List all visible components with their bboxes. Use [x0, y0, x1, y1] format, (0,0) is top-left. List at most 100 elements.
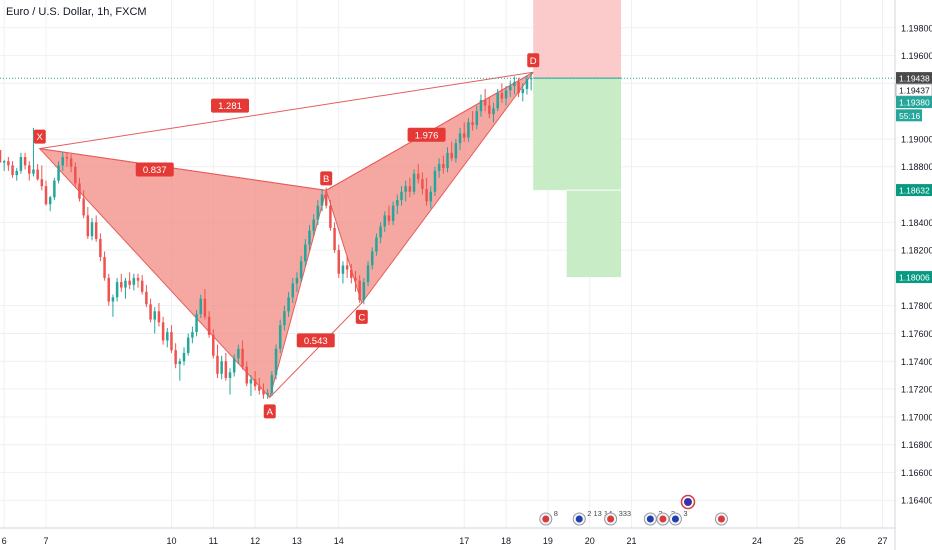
- price-tag-label: 1.19437: [899, 86, 930, 96]
- x-tick-label: 17: [459, 536, 469, 546]
- candle-body: [337, 250, 341, 274]
- economic-events[interactable]: 82 13 14333333: [539, 494, 728, 526]
- candle-body: [161, 322, 165, 341]
- candle-body: [354, 277, 357, 281]
- time-axis[interactable]: 6 7 10 11 12 13 14 17 18 19 20 21 24 25 26 27: [0, 527, 895, 546]
- candle-body: [429, 191, 433, 202]
- candle-body: [132, 277, 136, 285]
- x-tick-label: 13: [292, 536, 302, 546]
- point-label-bg: [355, 309, 368, 324]
- candle-body: [496, 93, 499, 109]
- candle-body: [404, 186, 407, 192]
- x-tick-label: 20: [585, 536, 595, 546]
- candle-body: [412, 173, 416, 192]
- candle-body: [450, 152, 453, 159]
- candle-body: [454, 143, 458, 159]
- candle-body: [295, 277, 299, 284]
- symbol-title[interactable]: Euro / U.S. Dollar, 1h, FXCM: [6, 6, 147, 18]
- ratio-label-bg: [296, 333, 335, 348]
- candle-body: [36, 169, 39, 180]
- price-tag-bg: [896, 96, 932, 109]
- candle-body: [283, 311, 286, 326]
- price-axis[interactable]: 1.198001.196001.194001.190001.188001.184…: [894, 0, 932, 550]
- event-count: 3: [683, 509, 687, 518]
- candle-body: [153, 311, 156, 320]
- ratio-label: 1.281: [218, 101, 242, 112]
- x-tick-label: 24: [752, 536, 762, 546]
- candle-body: [0, 150, 2, 163]
- x-tick-label: 12: [250, 536, 260, 546]
- candle-body: [329, 205, 332, 228]
- y-tick-label: 1.17200: [901, 385, 932, 395]
- ratio-label-bg: [135, 162, 174, 177]
- candle-body: [508, 86, 512, 91]
- candle-body: [40, 179, 44, 187]
- x-tick-label: 27: [877, 536, 887, 546]
- y-tick-label: 1.17400: [901, 357, 932, 367]
- take-profit-zone-2: [566, 190, 622, 278]
- pattern-labels: 1.281 0.837 1.976 0.543 X A B C D: [33, 53, 540, 419]
- candle-body: [86, 215, 90, 237]
- x-tick-label: 6: [2, 536, 7, 546]
- candle-body: [216, 355, 219, 374]
- candle-body: [191, 332, 194, 338]
- candle-body: [396, 200, 399, 206]
- candle-body: [462, 133, 466, 138]
- x-tick-label: 25: [794, 536, 804, 546]
- event-flag-dot: [646, 515, 654, 523]
- event-count: 2 13 14: [587, 509, 612, 518]
- candle-body: [391, 205, 395, 221]
- price-tag-label: 55:16: [899, 111, 921, 121]
- candle-body: [65, 157, 69, 159]
- candle-body: [115, 282, 119, 298]
- point-label-bg: [320, 171, 333, 186]
- event-count: 8: [554, 509, 558, 518]
- candle-body: [220, 361, 223, 374]
- candle-body: [90, 222, 94, 237]
- ratio-label-bg: [211, 98, 250, 113]
- candle-body: [471, 122, 474, 126]
- candle-body: [504, 90, 508, 99]
- candle-body: [140, 280, 144, 292]
- candle-body: [224, 361, 228, 378]
- point-label-x: X: [37, 132, 44, 143]
- event-pinned-dot: [683, 498, 692, 506]
- candle-body: [324, 194, 328, 206]
- y-tick-label: 1.18400: [901, 218, 932, 228]
- candle-body: [74, 166, 77, 184]
- y-tick-label: 1.16600: [901, 468, 932, 478]
- harmonic-pattern: [38, 71, 534, 399]
- candle-body: [312, 219, 315, 231]
- candle-body: [467, 122, 470, 138]
- candle-body: [492, 108, 495, 114]
- candle-body: [299, 261, 303, 278]
- point-label-d: D: [530, 56, 537, 67]
- candle-body: [479, 100, 483, 112]
- candle-body: [78, 183, 81, 199]
- candle-body: [157, 311, 161, 323]
- candle-body: [57, 165, 60, 181]
- y-tick-label: 1.19600: [901, 51, 932, 61]
- candle-body: [387, 215, 391, 221]
- candle-body: [517, 81, 520, 94]
- candle-body: [44, 186, 48, 205]
- candle-body: [333, 227, 336, 251]
- event-flag-dot: [607, 515, 615, 523]
- candle-body: [232, 358, 236, 373]
- pattern-leg-xd: [39, 71, 534, 150]
- candle-body: [182, 352, 186, 362]
- y-tick-label: 1.19800: [901, 23, 932, 33]
- x-tick-label: 10: [166, 536, 176, 546]
- point-label-bg: [33, 129, 46, 144]
- candle-body: [437, 163, 441, 171]
- candle-body: [270, 375, 274, 394]
- candle-body: [421, 179, 424, 189]
- candle-body: [362, 282, 366, 301]
- point-label-bg: [263, 404, 276, 419]
- x-tick-label: 19: [543, 536, 553, 546]
- y-tick-label: 1.18200: [901, 246, 932, 256]
- candle-body: [458, 133, 462, 144]
- candle-body: [28, 165, 31, 174]
- candle-body: [366, 265, 370, 283]
